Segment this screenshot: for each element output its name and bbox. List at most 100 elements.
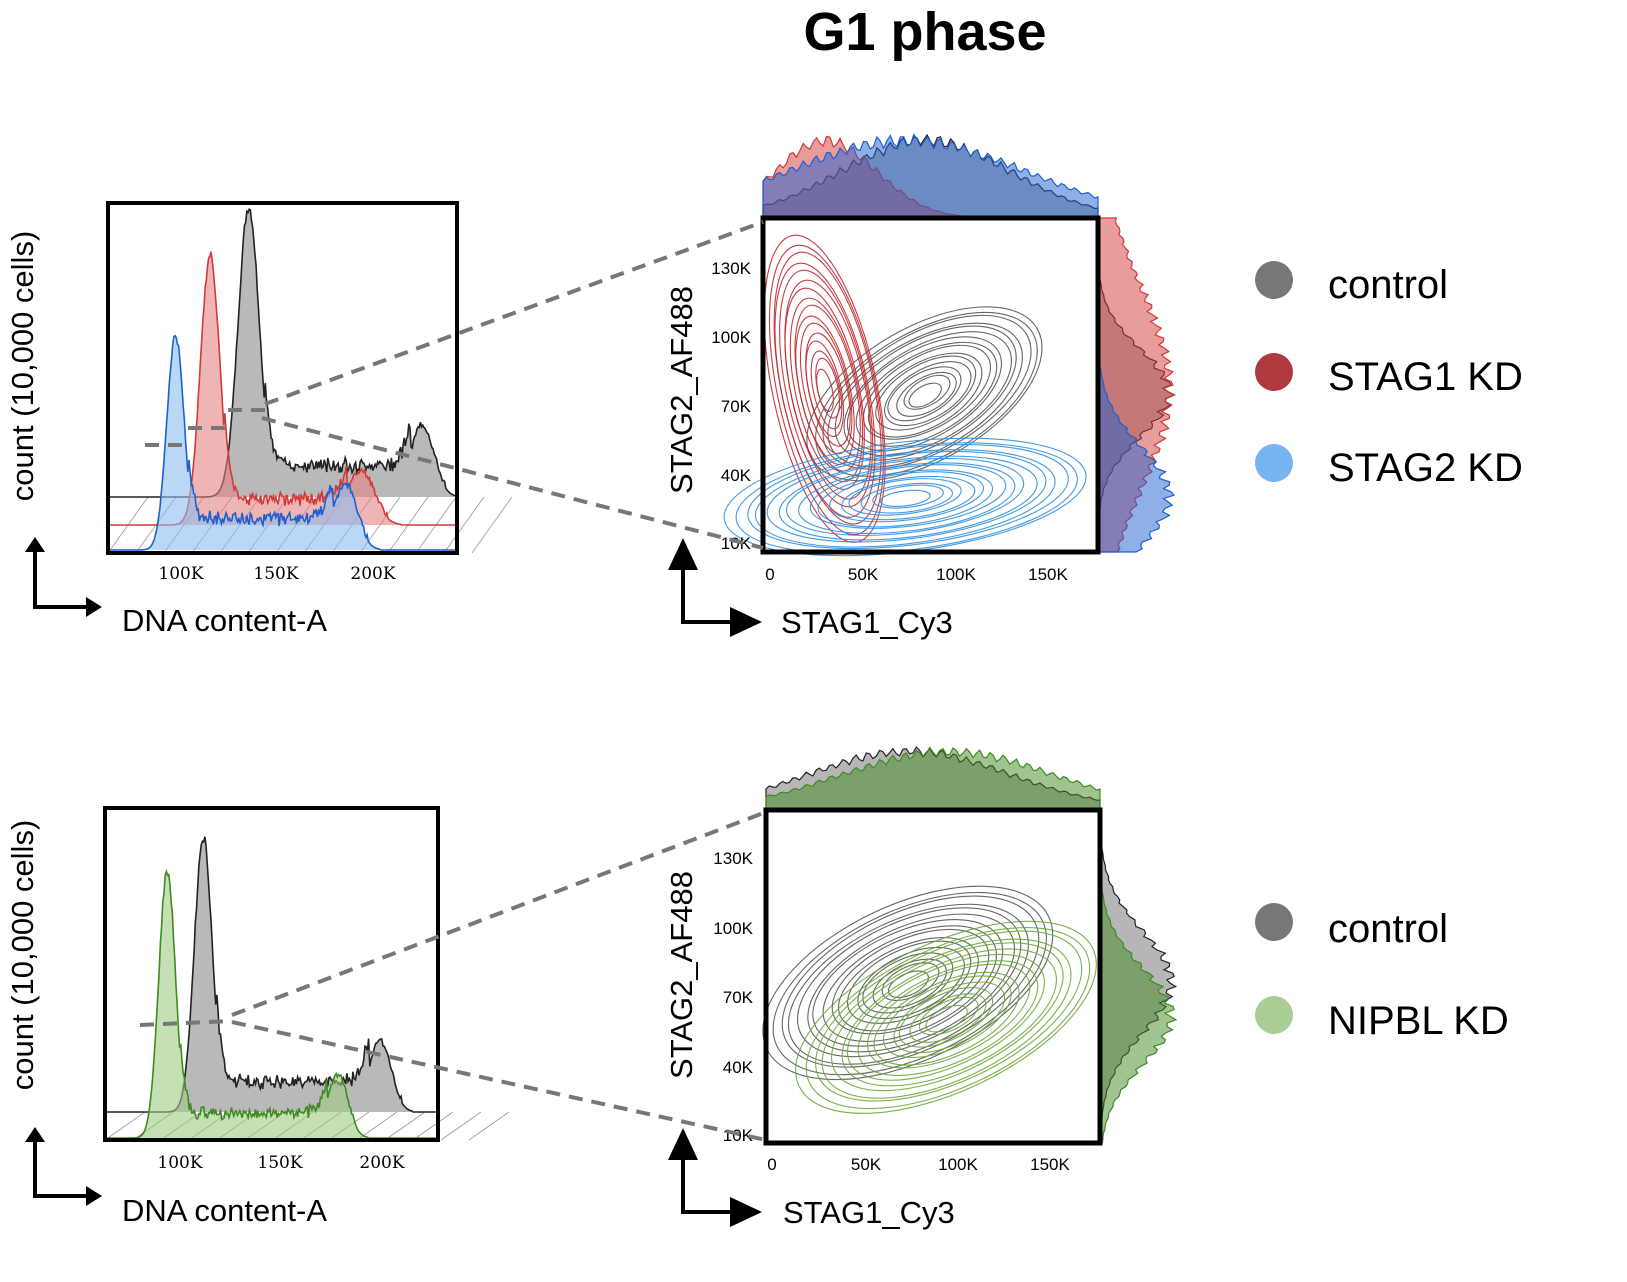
histogram-frame (103, 806, 440, 1142)
histogram-line-stag2 (108, 334, 457, 551)
legend-marker-stag2-kd (1255, 444, 1293, 482)
contour-line-stag2 (778, 455, 1038, 541)
x-tick-label: 50K (848, 565, 879, 584)
contour-line-nipbl (898, 987, 994, 1048)
contour-line-nipbl (925, 1004, 968, 1033)
axis-arrows (681, 1140, 738, 1214)
legend-marker-control (1255, 903, 1293, 941)
top-marginal-stag2 (762, 133, 1099, 219)
legend-marker-control (1255, 261, 1293, 299)
legend-label: control (1328, 263, 1448, 307)
x-axis-label: STAG1_Cy3 (781, 605, 953, 640)
gate-line (145, 408, 270, 447)
contour-line-stag2 (798, 462, 1016, 534)
contour-line-nipbl (873, 971, 1020, 1066)
floor-hatch-line (468, 1111, 510, 1141)
legend-label: NIPBL KD (1328, 999, 1509, 1043)
y-tick-label: 10K (721, 534, 752, 553)
x-tick-label: 0 (767, 1155, 776, 1174)
contour-line-control (896, 371, 957, 417)
histogram-area-stag2 (108, 335, 457, 550)
contour-line-control (862, 344, 992, 440)
contour-line-stag2 (785, 457, 1025, 536)
y-tick-label: 130K (713, 849, 753, 868)
x-tick-label: 200K (350, 564, 395, 584)
legend-label: STAG2 KD (1328, 446, 1523, 490)
x-axis-label: STAG1_Cy3 (783, 1195, 955, 1230)
contour-line-control (855, 341, 998, 447)
contour-line-stag1 (805, 340, 844, 437)
contour-line-control (787, 903, 1029, 1065)
x-axis-label: DNA content-A (122, 603, 327, 638)
contour-line-nipbl (893, 981, 1006, 1054)
gate-connectors (139, 220, 767, 1142)
contour-line-stag2 (879, 489, 931, 507)
contour-line-stag1 (799, 322, 853, 455)
top-histogram-panel: 100K 150K 200K DNA content-A count (10,0… (5, 201, 513, 638)
arrow-up-icon (25, 1127, 45, 1142)
y-axis-label: STAG2_AF488 (664, 871, 699, 1079)
floor-hatch-line (471, 496, 513, 554)
figure-title: G1 phase (803, 2, 1046, 62)
arrow-up-icon (668, 1128, 698, 1160)
contour-line-stag2 (860, 482, 953, 514)
x-tick-label: 100K (157, 1153, 202, 1173)
contour-line-nipbl (857, 960, 1039, 1076)
bottom-legend: control NIPBL KD (1255, 903, 1509, 1043)
x-tick-label: 50K (851, 1155, 882, 1174)
histogram-area-nipbl (105, 871, 438, 1138)
contour-line-nipbl (918, 996, 979, 1036)
bottom-contour-panel: 130K 100K 70K 40K 10K 0 50K 100K 150K ST… (664, 746, 1178, 1230)
x-tick-label: 0 (765, 565, 774, 584)
contour-line-stag1 (768, 244, 885, 536)
contour-line-stag2 (848, 478, 962, 516)
gate-line (139, 1019, 233, 1027)
contour-line-stag1 (816, 368, 834, 412)
top-contour-panel: 130K 100K 70K 40K 10K 0 50K 100K 150K ST… (664, 133, 1176, 640)
contour-line-stag1 (810, 350, 843, 430)
contour-line-control (822, 314, 1032, 470)
contour-line-stag2 (829, 471, 985, 523)
contour-line-control (815, 311, 1038, 477)
x-tick-label: 150K (1030, 1155, 1070, 1174)
contour-line-stag2 (817, 469, 994, 528)
contour-line-control (908, 382, 942, 408)
contour-line-control (881, 962, 940, 1001)
x-axis-label: DNA content-A (122, 1193, 327, 1228)
legend-label: control (1328, 907, 1448, 951)
legend-marker-stag1-kd (1255, 353, 1293, 391)
contour-line-control (872, 958, 947, 1009)
contour-line-nipbl (909, 993, 987, 1043)
zoom-connector-line (264, 220, 764, 406)
contour-frame (763, 807, 1103, 1146)
axis-arrows (33, 1140, 90, 1198)
x-tick-label: 100K (938, 1155, 978, 1174)
contour-line-stag2 (841, 475, 976, 521)
contour-line-stag2 (766, 450, 1047, 543)
contour-line-stag2 (809, 464, 1007, 529)
histogram-area-control (108, 209, 457, 498)
contour-line-nipbl (815, 930, 1083, 1102)
arrow-right-icon (86, 597, 102, 617)
axis-arrows (33, 540, 90, 609)
contour-line-nipbl (805, 927, 1091, 1110)
x-tick-label: 150K (1028, 565, 1068, 584)
arrow-right-icon (730, 607, 762, 637)
arrow-up-icon (668, 538, 698, 570)
y-tick-label: 70K (723, 988, 754, 1007)
contour-line-stag2 (754, 449, 1056, 548)
contour-line-nipbl (866, 963, 1031, 1069)
contour-line-nipbl (841, 948, 1057, 1087)
contour-line-control (903, 374, 951, 410)
contour-line-nipbl (882, 975, 1012, 1059)
contour-line-control (843, 331, 1013, 457)
y-axis-label: count (10,000 cells) (5, 231, 40, 502)
contour-line-nipbl (821, 938, 1072, 1099)
y-tick-label: 100K (711, 328, 751, 347)
axis-arrows (681, 550, 738, 624)
contour-line-nipbl (795, 920, 1097, 1114)
y-axis-label: STAG2_AF488 (664, 286, 699, 494)
y-tick-label: 100K (713, 919, 753, 938)
floor-hatch-line (104, 1111, 146, 1141)
